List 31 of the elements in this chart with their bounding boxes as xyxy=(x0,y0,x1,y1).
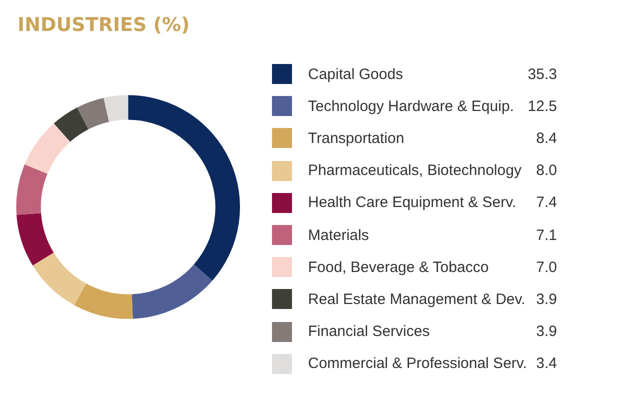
donut-slice xyxy=(132,264,212,319)
data-label: 3.9 xyxy=(536,290,557,308)
data-label: 8.0 xyxy=(536,162,557,180)
donut-slice xyxy=(128,95,240,281)
donut-slice xyxy=(74,284,133,319)
data-label: 3.4 xyxy=(536,355,557,372)
data-label: 7.0 xyxy=(536,258,557,276)
donut-slice xyxy=(16,164,48,215)
legend-label: Commercial & Professional Serv. xyxy=(308,355,528,372)
legend-label: Transportation xyxy=(308,130,406,147)
data-label: 7.1 xyxy=(536,226,557,244)
legend-label: Health Care Equipment & Serv. xyxy=(308,194,518,212)
donut-slice xyxy=(77,98,110,130)
legend-label: Technology Hardware & Equip. xyxy=(308,98,515,115)
legend-label: Pharmaceuticals, Biotechnology xyxy=(308,162,522,180)
legend-label: Materials xyxy=(308,226,370,244)
donut-slice xyxy=(16,213,54,266)
data-label: 7.4 xyxy=(536,194,557,212)
legend-label: Capital Goods xyxy=(308,66,404,83)
data-label: 8.4 xyxy=(536,130,557,147)
legend-label: Real Estate Management & Dev. xyxy=(308,290,526,308)
donut-slice xyxy=(24,123,70,174)
donut-slice xyxy=(104,95,128,122)
legend-label: Food, Beverage & Tobacco xyxy=(308,258,490,276)
chart-title: INDUSTRIES (%) xyxy=(18,14,190,36)
data-label: 12.5 xyxy=(528,98,557,115)
data-label: 3.9 xyxy=(536,323,557,340)
donut-slice xyxy=(32,252,86,306)
legend-label: Financial Services xyxy=(308,323,431,340)
donut-slice xyxy=(54,107,88,142)
data-label: 35.3 xyxy=(528,66,557,83)
